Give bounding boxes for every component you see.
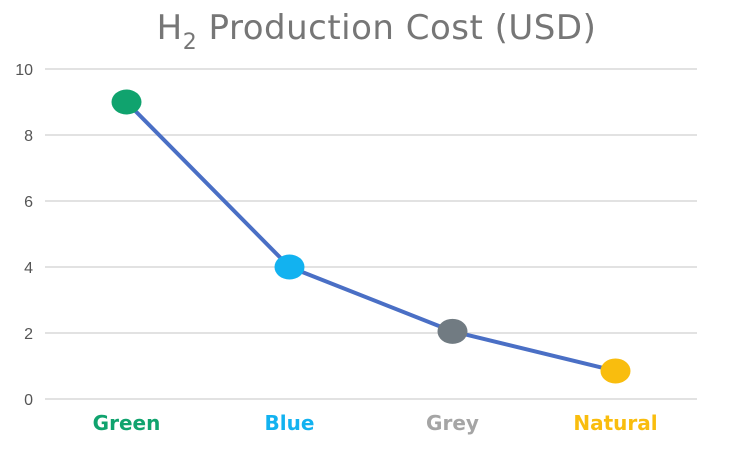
y-tick-label: 4 — [24, 260, 33, 277]
data-point — [274, 254, 305, 280]
x-category-label: Green — [93, 411, 161, 435]
data-point — [437, 318, 468, 344]
chart-title-prefix: H — [156, 8, 183, 48]
x-category-label: Grey — [426, 411, 479, 435]
x-category-label: Blue — [265, 411, 315, 435]
y-tick-label: 0 — [24, 392, 33, 409]
y-tick-label: 6 — [24, 194, 33, 211]
data-point — [600, 358, 631, 384]
y-tick-label: 8 — [24, 128, 33, 145]
chart-title: H2 Production Cost (USD) — [0, 8, 753, 55]
y-tick-label: 2 — [24, 326, 33, 343]
data-point — [111, 89, 142, 115]
series-line — [124, 100, 618, 373]
x-category-label: Natural — [573, 411, 657, 435]
chart-title-subscript: 2 — [182, 29, 198, 55]
chart-title-suffix: Production Cost (USD) — [197, 8, 597, 48]
y-tick-label: 10 — [15, 62, 33, 79]
